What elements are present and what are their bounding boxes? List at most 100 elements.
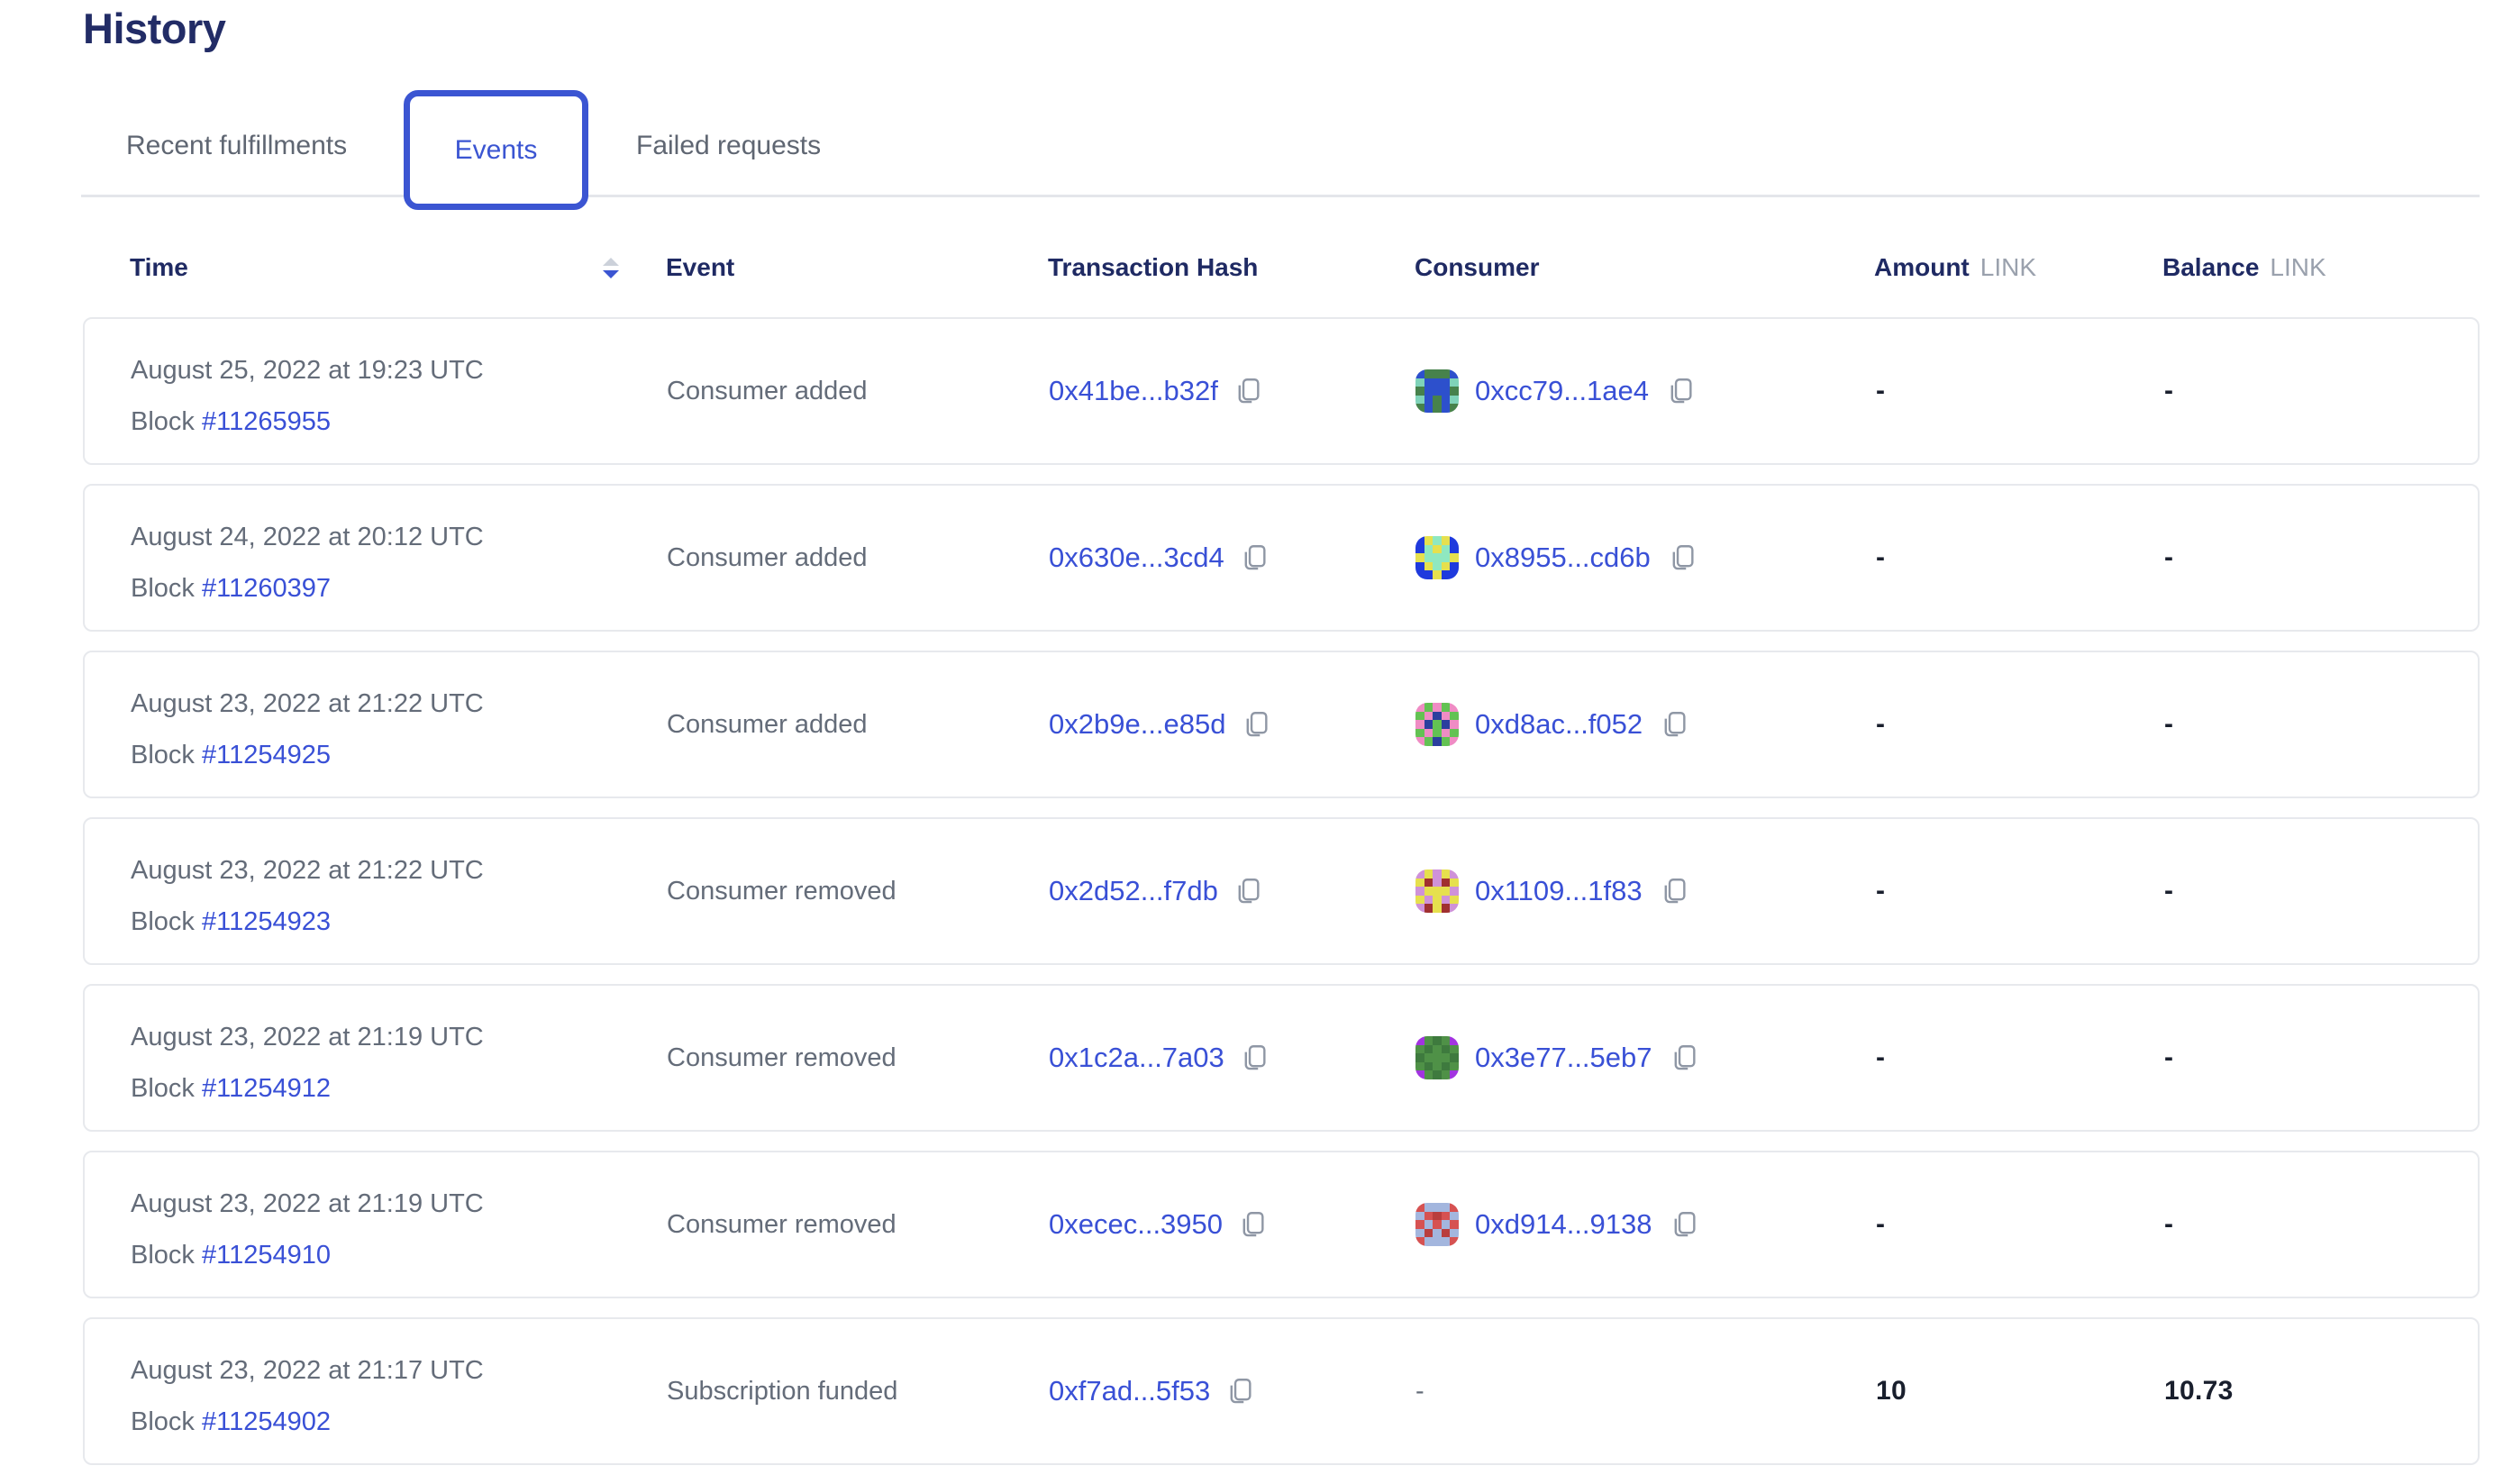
amount-unit-label: LINK [1980, 253, 2037, 281]
consumer-cell: - - [1415, 1319, 1424, 1463]
block-label: Block [131, 1407, 202, 1436]
copy-icon [1668, 879, 1686, 901]
copy-transaction-hash-button[interactable] [1241, 706, 1273, 742]
time-cell: August 24, 2022 at 20:12 UTC Block #1126… [131, 523, 484, 604]
block-number-link[interactable]: #11254923 [201, 907, 331, 936]
copy-consumer-address-button[interactable] [1667, 540, 1699, 576]
column-header-transaction-hash: Transaction Hash [1048, 253, 1259, 281]
copy-consumer-address-button[interactable] [1659, 873, 1691, 909]
consumer-avatar [1415, 536, 1459, 579]
copy-icon [1676, 545, 1694, 568]
copy-icon-back [1242, 1218, 1257, 1237]
transaction-hash-cell: 0x2d52...f7db [1049, 819, 1265, 963]
table-row: August 23, 2022 at 21:19 UTC Block #1125… [83, 984, 2480, 1132]
transaction-hash-link[interactable]: 0xf7ad...5f53 [1049, 1375, 1211, 1407]
table-row: August 23, 2022 at 21:22 UTC Block #1125… [83, 651, 2480, 798]
sort-ascending-caret [603, 257, 619, 266]
copy-consumer-address-button[interactable] [1669, 1206, 1701, 1243]
consumer-cell: 0xcc79...1ae4 [1415, 319, 1697, 463]
transaction-hash-link[interactable]: 0x2d52...f7db [1049, 875, 1218, 906]
history-page: History Recent fulfillments Events Faile… [81, 5, 2480, 1465]
amount-cell: - [1876, 376, 1886, 405]
copy-consumer-address-button[interactable] [1669, 1040, 1701, 1076]
consumer-address-link[interactable]: 0xd8ac...f052 [1475, 708, 1643, 740]
copy-icon-back [1244, 551, 1259, 570]
table-row: August 23, 2022 at 21:22 UTC Block #1125… [83, 817, 2480, 965]
block-number-link[interactable]: #11254925 [201, 741, 331, 769]
block-number-link[interactable]: #11254902 [201, 1407, 331, 1436]
block-number-link[interactable]: #11254912 [201, 1074, 331, 1103]
consumer-address-link[interactable]: 0x3e77...5eb7 [1475, 1042, 1652, 1073]
block-label: Block [131, 1241, 202, 1270]
event-timestamp: August 23, 2022 at 21:22 UTC [131, 689, 484, 718]
block-line: Block #11254902 [131, 1407, 484, 1437]
amount-cell: - [1876, 1042, 1886, 1072]
transaction-hash-cell: 0x2b9e...e85d [1049, 652, 1273, 797]
consumer-cell: 0x3e77...5eb7 [1415, 986, 1701, 1130]
column-header-event: Event [666, 253, 735, 281]
balance-header-label: Balance [2162, 253, 2260, 281]
table-row: August 25, 2022 at 19:23 UTC Block #1126… [83, 317, 2480, 465]
transaction-hash-link[interactable]: 0x2b9e...e85d [1049, 708, 1226, 740]
copy-transaction-hash-button[interactable] [1239, 540, 1271, 576]
copy-transaction-hash-button[interactable] [1237, 1206, 1270, 1243]
consumer-cell: 0xd8ac...f052 [1415, 652, 1691, 797]
sort-descending-icon[interactable] [602, 255, 620, 280]
event-cell: Consumer added [667, 376, 868, 405]
amount-cell: - [1876, 709, 1886, 739]
block-number-link[interactable]: #11254910 [201, 1241, 331, 1270]
tab-recent-fulfillments[interactable]: Recent fulfillments [126, 131, 348, 160]
copy-icon-back [1246, 718, 1260, 737]
copy-icon [1250, 712, 1268, 734]
block-number-link[interactable]: #11265955 [201, 407, 331, 436]
event-timestamp: August 23, 2022 at 21:17 UTC [131, 1356, 484, 1385]
event-cell: Subscription funded [667, 1376, 898, 1406]
event-cell: Consumer removed [667, 876, 897, 906]
copy-icon-back [1664, 718, 1679, 737]
amount-cell: - [1876, 1209, 1886, 1239]
block-line: Block #11254912 [131, 1074, 484, 1104]
balance-cell: - [2164, 542, 2174, 572]
tab-events[interactable]: Events [404, 90, 588, 210]
time-cell: August 23, 2022 at 21:19 UTC Block #1125… [131, 1023, 484, 1104]
consumer-address-link[interactable]: 0xd914...9138 [1475, 1208, 1652, 1240]
balance-cell: - [2164, 1209, 2174, 1239]
copy-icon-back [1238, 385, 1252, 404]
amount-cell: - [1876, 542, 1886, 572]
event-timestamp: August 23, 2022 at 21:19 UTC [131, 1023, 484, 1052]
copy-transaction-hash-button[interactable] [1239, 1040, 1271, 1076]
consumer-empty-dash: - [1415, 1376, 1424, 1406]
time-cell: August 23, 2022 at 21:22 UTC Block #1125… [131, 689, 484, 770]
amount-cell: 10 [1876, 1376, 1907, 1406]
table-row: August 23, 2022 at 21:19 UTC Block #1125… [83, 1151, 2480, 1298]
copy-transaction-hash-button[interactable] [1233, 373, 1265, 409]
amount-cell: - [1876, 876, 1886, 906]
copy-consumer-address-button[interactable] [1659, 706, 1691, 742]
block-line: Block #11254923 [131, 907, 484, 937]
consumer-address-link[interactable]: 0x1109...1f83 [1475, 875, 1643, 906]
consumer-cell: 0x1109...1f83 [1415, 819, 1691, 963]
copy-icon [1678, 1045, 1696, 1068]
copy-transaction-hash-button[interactable] [1224, 1373, 1257, 1409]
column-header-time[interactable]: Time [130, 253, 188, 282]
copy-transaction-hash-button[interactable] [1233, 873, 1265, 909]
amount-header-label: Amount [1874, 253, 1970, 281]
balance-cell: - [2164, 1042, 2174, 1072]
copy-icon [1674, 378, 1692, 401]
copy-icon-back [1664, 885, 1678, 904]
transaction-hash-link[interactable]: 0x1c2a...7a03 [1049, 1042, 1224, 1073]
transaction-hash-link[interactable]: 0xecec...3950 [1049, 1208, 1224, 1240]
block-number-link[interactable]: #11260397 [201, 574, 331, 603]
tab-failed-requests[interactable]: Failed requests [636, 131, 822, 160]
consumer-address-link[interactable]: 0x8955...cd6b [1475, 542, 1651, 573]
consumer-cell: 0xd914...9138 [1415, 1152, 1701, 1297]
transaction-hash-link[interactable]: 0x630e...3cd4 [1049, 542, 1224, 573]
sort-descending-caret [603, 269, 619, 278]
consumer-avatar [1415, 369, 1459, 413]
event-cell: Consumer added [667, 709, 868, 739]
consumer-address-link[interactable]: 0xcc79...1ae4 [1475, 375, 1650, 406]
copy-icon [1668, 712, 1686, 734]
copy-consumer-address-button[interactable] [1665, 373, 1697, 409]
transaction-hash-link[interactable]: 0x41be...b32f [1049, 375, 1218, 406]
balance-unit-label: LINK [2270, 253, 2326, 281]
